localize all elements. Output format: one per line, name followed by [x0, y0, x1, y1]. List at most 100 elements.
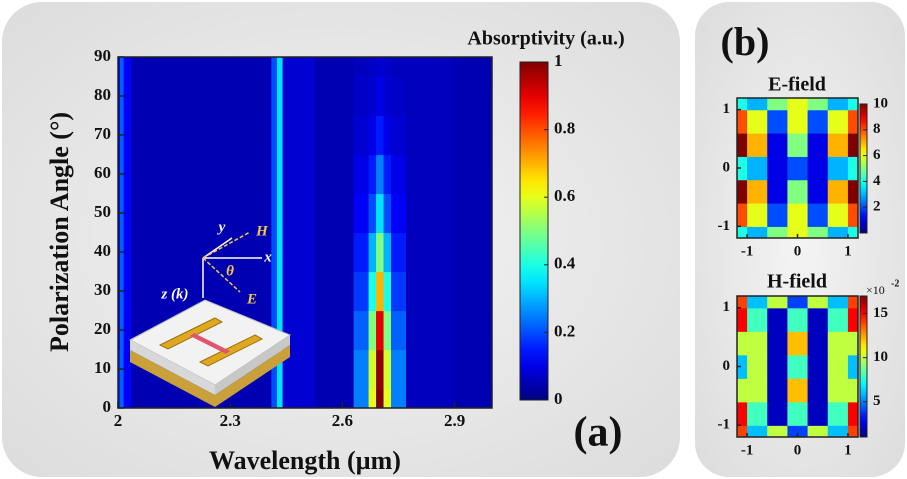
heat-cell	[847, 203, 858, 227]
heat-cell	[787, 296, 809, 309]
heat-cell	[807, 109, 829, 134]
y-tick-label: 40	[94, 241, 111, 260]
heat-cell	[747, 296, 768, 309]
y-tick-label: 30	[94, 280, 111, 299]
axis-arrow	[202, 257, 241, 293]
x-tick-label: 2	[114, 411, 123, 430]
heat-cell	[767, 98, 789, 111]
heat-cell	[276, 271, 284, 312]
heat-cell	[807, 331, 829, 356]
heat-cell	[368, 193, 377, 234]
heatmap	[737, 296, 858, 437]
heat-cell	[276, 349, 284, 390]
heat-cell	[314, 57, 355, 78]
heat-cell	[391, 193, 407, 234]
y-tick-label: 0	[103, 397, 112, 416]
antenna-bridge	[190, 333, 230, 354]
colorbar-tick-label: 10	[873, 349, 888, 365]
heat-cell	[827, 331, 849, 356]
heat-cell	[123, 349, 132, 390]
heat-cell	[405, 349, 456, 390]
heat-cell	[807, 378, 829, 403]
heat-cell	[827, 109, 849, 134]
heat-cell	[737, 109, 748, 134]
heat-cell	[747, 98, 768, 111]
heat-cell	[164, 76, 231, 117]
heat-cell	[376, 76, 385, 117]
heat-cell	[827, 133, 849, 157]
heat-cell	[767, 156, 789, 181]
heat-cell	[767, 133, 789, 157]
heat-cell	[807, 133, 829, 157]
heat-cell	[314, 232, 355, 273]
heat-cell	[282, 76, 315, 117]
substrate-face	[130, 340, 215, 395]
x-tick-label: 1	[844, 243, 852, 259]
heat-cell	[368, 154, 377, 195]
heat-cell	[454, 193, 492, 234]
colorbar-tick-label: 0	[554, 389, 563, 408]
colorbar	[519, 61, 549, 401]
heat-cell	[391, 115, 407, 156]
heat-cell	[787, 331, 809, 356]
heat-cell	[747, 354, 768, 379]
x-tick-label: -1	[741, 442, 754, 458]
heat-cell	[123, 76, 132, 117]
x-tick-label: 0	[794, 442, 802, 458]
panel-label: (b)	[721, 19, 770, 64]
heat-cell	[131, 232, 166, 273]
heat-cell	[391, 388, 407, 408]
heat-cell	[767, 226, 789, 238]
heat-cell	[131, 76, 166, 117]
heat-cell	[314, 193, 355, 234]
heat-cell	[787, 203, 809, 227]
colorbar-tick-label: 4	[873, 173, 881, 189]
heat-cell	[787, 378, 809, 403]
heat-cell	[353, 388, 370, 408]
heat-cell	[391, 349, 407, 390]
inset: y Hx θ z (k) E	[128, 219, 292, 407]
heat-cell	[230, 154, 272, 195]
heat-cell	[271, 349, 278, 390]
heat-cell	[368, 76, 377, 117]
plot-frame	[117, 56, 493, 409]
heat-cell	[847, 156, 858, 181]
heat-cell	[454, 310, 492, 351]
heat-cell	[405, 271, 456, 312]
heat-cell	[164, 57, 231, 78]
axis-arrow	[202, 231, 251, 259]
heat-cell	[376, 349, 385, 390]
heat-cell	[353, 349, 370, 390]
heat-cell	[787, 156, 809, 181]
heat-cell	[276, 232, 284, 273]
heat-cell	[454, 154, 492, 195]
heat-cell	[353, 310, 370, 351]
heat-cell	[131, 193, 166, 234]
heat-cell	[827, 179, 849, 204]
heat-cell	[391, 154, 407, 195]
heat-cell	[747, 226, 768, 238]
heat-cell	[807, 98, 829, 111]
heat-cell	[737, 331, 748, 356]
inset-label: y	[217, 219, 226, 235]
heat-cell	[747, 203, 768, 227]
colorbar-tick-label: 10	[873, 95, 888, 111]
y-tick-label: 60	[94, 163, 111, 182]
heat-cell	[767, 425, 789, 437]
colorbar-tick-label: 1	[554, 51, 563, 70]
heat-cell	[827, 203, 849, 227]
colorbar-tick-label: 8	[873, 121, 881, 137]
heat-cell	[383, 154, 392, 195]
heat-cell	[123, 57, 132, 78]
heat-cell	[376, 57, 385, 78]
y-tick-label: 1	[723, 299, 731, 315]
x-tick-label: 2.3	[220, 411, 241, 430]
heat-cell	[314, 349, 355, 390]
heat-cell	[747, 378, 768, 403]
heat-cell	[123, 154, 132, 195]
heat-cell	[787, 307, 809, 332]
heat-cell	[405, 232, 456, 273]
heat-cell	[827, 378, 849, 403]
heat-cell	[314, 388, 355, 408]
